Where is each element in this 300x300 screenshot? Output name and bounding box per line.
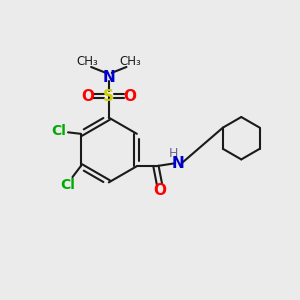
Text: CH₃: CH₃ — [77, 55, 98, 68]
Text: O: O — [154, 183, 166, 198]
Text: O: O — [81, 89, 94, 104]
Text: S: S — [103, 89, 114, 104]
Text: Cl: Cl — [60, 178, 75, 192]
Text: O: O — [124, 89, 136, 104]
Text: Cl: Cl — [51, 124, 66, 138]
Text: H: H — [169, 147, 178, 160]
Text: N: N — [102, 70, 115, 85]
Text: CH₃: CH₃ — [119, 55, 141, 68]
Text: N: N — [172, 156, 184, 171]
